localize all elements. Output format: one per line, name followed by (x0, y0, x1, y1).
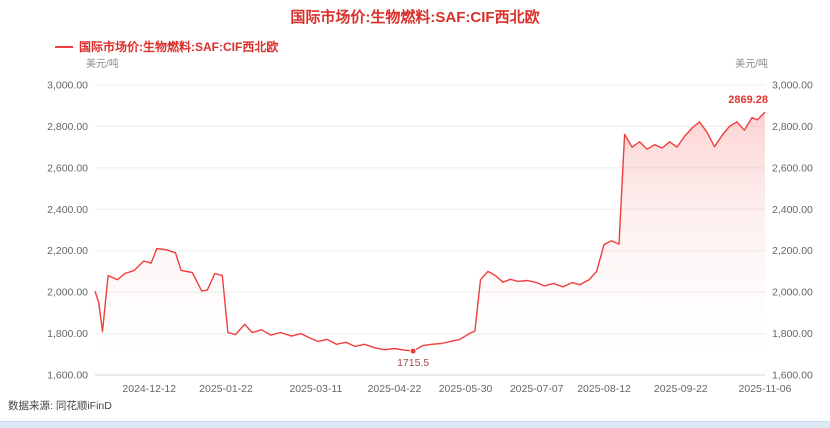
data-source-note: 数据来源: 同花顺iFinD (8, 400, 112, 412)
y-tick-left: 1,600.00 (47, 370, 88, 382)
area-fill (95, 112, 765, 375)
y-tick-right: 1,800.00 (772, 328, 813, 340)
chart-title: 国际市场价:生物燃料:SAF:CIF西北欧 (290, 9, 540, 26)
legend-label: 国际市场价:生物燃料:SAF:CIF西北欧 (79, 40, 279, 54)
y-tick-right: 2,000.00 (772, 287, 813, 299)
chart-svg: 1,600.00 1,600.00 1,800.00 1,800.00 2,000.00… (47, 80, 813, 396)
legend-line-marker (55, 45, 73, 48)
y-tick-right: 2,600.00 (772, 162, 813, 174)
y-tick-left: 2,400.00 (47, 204, 88, 216)
y-tick-left: 2,200.00 (47, 245, 88, 257)
x-tick: 2025-03-11 (289, 383, 342, 395)
y-tick-left: 1,800.00 (47, 328, 88, 340)
y-tick-left: 2,000.00 (47, 287, 88, 299)
x-tick: 2024-12-12 (122, 383, 176, 395)
x-tick: 2025-04-22 (368, 383, 422, 395)
x-tick: 2025-08-12 (577, 383, 631, 395)
min-value-label: 1715.5 (397, 357, 429, 369)
x-tick: 2025-01-22 (199, 383, 253, 395)
y-tick-left: 2,600.00 (47, 162, 88, 174)
y-tick-left: 3,000.00 (47, 80, 88, 92)
y-axis-unit-right: 美元/吨 (735, 59, 768, 70)
x-tick: 2025-05-30 (439, 383, 493, 395)
x-tick: 2025-09-22 (654, 383, 708, 395)
y-tick-left: 2,800.00 (47, 121, 88, 133)
bottom-scrollbar[interactable] (0, 421, 830, 428)
y-tick-right: 2,800.00 (772, 121, 813, 133)
y-tick-right: 2,400.00 (772, 204, 813, 216)
x-tick: 2025-11-06 (739, 383, 792, 395)
y-axis-unit-left: 美元/吨 (86, 59, 119, 70)
y-tick-right: 2,200.00 (772, 245, 813, 257)
last-value-label: 2869.28 (728, 94, 768, 106)
x-tick: 2025-07-07 (510, 383, 564, 395)
min-point-marker (409, 347, 417, 355)
legend[interactable]: 国际市场价:生物燃料:SAF:CIF西北欧 (55, 38, 278, 55)
y-tick-right: 1,600.00 (772, 370, 813, 382)
price-line (94, 111, 766, 352)
y-tick-right: 3,000.00 (772, 80, 813, 92)
